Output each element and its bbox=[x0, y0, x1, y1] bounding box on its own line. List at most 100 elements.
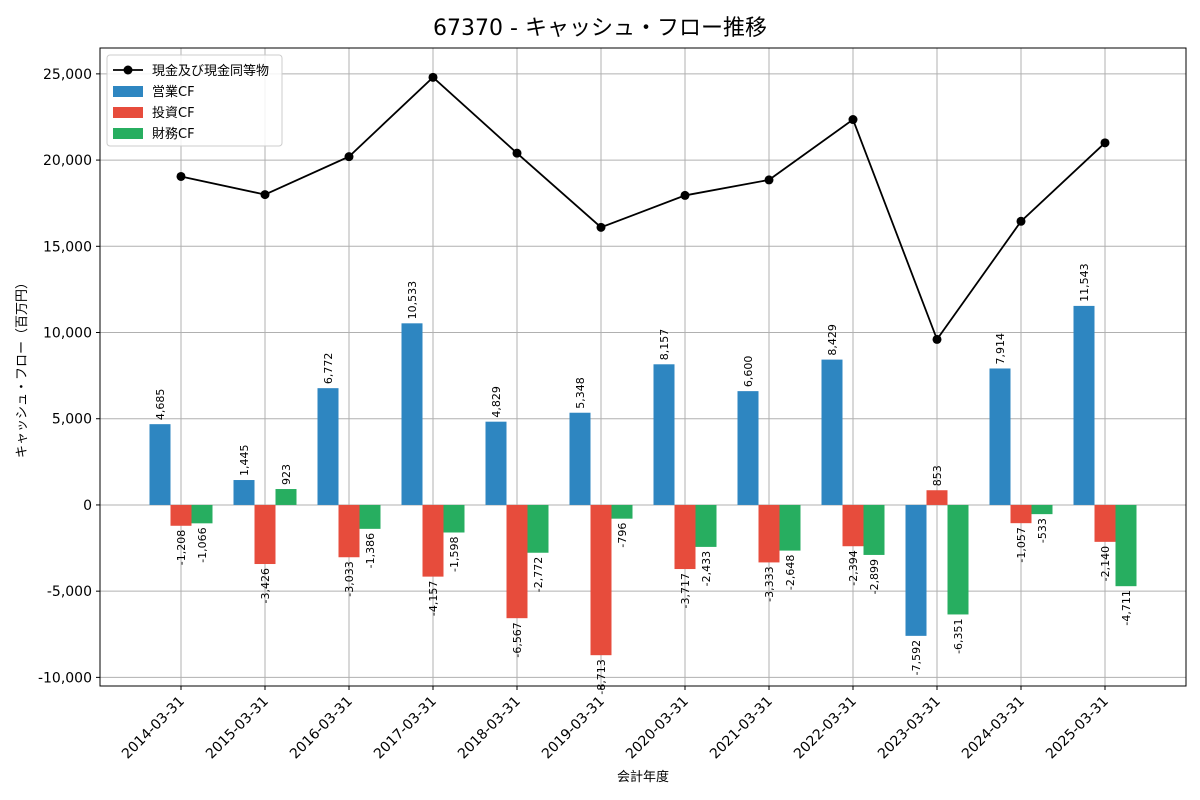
y-tick-label: -10,000 bbox=[38, 670, 92, 686]
bar-value-label: -4,711 bbox=[1120, 590, 1133, 625]
bar-value-label: -1,598 bbox=[448, 537, 461, 572]
bar-営業CF bbox=[653, 364, 675, 505]
bar-value-label: 8,429 bbox=[826, 324, 839, 356]
bar-営業CF bbox=[1073, 305, 1095, 505]
bar-value-label: 1,445 bbox=[238, 445, 251, 477]
y-tick-label: 0 bbox=[83, 498, 92, 514]
x-tick-label: 2023-03-31 bbox=[875, 694, 944, 763]
y-tick-label: -5,000 bbox=[47, 584, 92, 600]
x-tick-label: 2019-03-31 bbox=[539, 694, 608, 763]
bar-labels: 4,685 1,445 6,772 10,533 4,829 5,348 8,157 6,60… bbox=[154, 263, 1133, 694]
y-tick-label: 10,000 bbox=[43, 326, 92, 342]
bar-value-label: -7,592 bbox=[910, 640, 923, 675]
bar-value-label: -4,157 bbox=[427, 581, 440, 616]
bar-営業CF bbox=[569, 412, 591, 505]
bar-value-label: 5,348 bbox=[574, 377, 587, 409]
bar-財務CF bbox=[359, 504, 381, 529]
plot-frame bbox=[99, 47, 1187, 687]
bar-value-label: -2,140 bbox=[1099, 546, 1112, 581]
line-point bbox=[344, 152, 354, 162]
bar-value-label: -533 bbox=[1036, 518, 1049, 543]
bars bbox=[149, 305, 1137, 656]
bar-投資CF bbox=[422, 504, 444, 577]
bar-投資CF bbox=[926, 490, 948, 505]
bar-投資CF bbox=[758, 504, 780, 563]
x-tick-label: 2015-03-31 bbox=[203, 694, 272, 763]
bar-財務CF bbox=[1115, 504, 1137, 587]
legend-swatch bbox=[113, 86, 143, 97]
legend-label: 財務CF bbox=[152, 127, 195, 142]
bar-営業CF bbox=[989, 368, 1011, 505]
bar-value-label: -2,899 bbox=[868, 559, 881, 594]
bar-投資CF bbox=[506, 504, 528, 619]
bar-営業CF bbox=[149, 424, 171, 505]
legend-swatch bbox=[113, 128, 143, 139]
bar-投資CF bbox=[674, 504, 696, 570]
legend-swatch bbox=[113, 107, 143, 118]
x-tick-label: 2025-03-31 bbox=[1043, 694, 1112, 763]
bar-財務CF bbox=[191, 504, 213, 524]
x-axis-title: 会計年度 bbox=[617, 769, 669, 785]
bar-value-label: -1,066 bbox=[196, 527, 209, 562]
bar-財務CF bbox=[695, 504, 717, 547]
line-point bbox=[1016, 216, 1026, 226]
bar-営業CF bbox=[485, 421, 507, 505]
bar-営業CF bbox=[737, 391, 759, 505]
bar-value-label: -1,386 bbox=[364, 533, 377, 568]
line-point bbox=[428, 72, 438, 82]
line-point bbox=[764, 175, 774, 185]
chart-title: 67370 - キャッシュ・フロー推移 bbox=[433, 16, 767, 41]
line-point bbox=[260, 190, 270, 200]
bar-value-label: 4,829 bbox=[490, 386, 503, 418]
bar-財務CF bbox=[527, 504, 549, 553]
bar-財務CF bbox=[443, 504, 465, 533]
bar-value-label: 6,600 bbox=[742, 356, 755, 388]
bar-投資CF bbox=[254, 504, 276, 565]
legend-label: 投資CF bbox=[152, 105, 195, 121]
bar-営業CF bbox=[821, 359, 843, 505]
bar-営業CF bbox=[905, 504, 927, 636]
line-point bbox=[848, 115, 858, 125]
x-tick-label: 2016-03-31 bbox=[287, 694, 356, 763]
x-tick-label: 2022-03-31 bbox=[791, 694, 860, 763]
y-axis-title: キャッシュ・フロー（百万円） bbox=[15, 276, 30, 458]
bar-value-label: -6,351 bbox=[952, 618, 965, 653]
bar-投資CF bbox=[842, 504, 864, 547]
bar-value-label: -3,426 bbox=[259, 568, 272, 603]
line-point bbox=[176, 171, 186, 181]
bar-value-label: 11,543 bbox=[1078, 263, 1091, 302]
bar-投資CF bbox=[1010, 504, 1032, 524]
bar-value-label: 6,772 bbox=[322, 353, 335, 385]
x-tick-label: 2018-03-31 bbox=[455, 694, 524, 763]
y-tick-label: 5,000 bbox=[52, 412, 92, 428]
y-tick-label: 25,000 bbox=[43, 67, 92, 83]
bar-value-label: -1,057 bbox=[1015, 527, 1028, 562]
bar-投資CF bbox=[170, 504, 192, 526]
line-point bbox=[932, 334, 942, 344]
bar-value-label: -2,394 bbox=[847, 550, 860, 585]
line-現金及び現金同等物 bbox=[180, 76, 1106, 342]
line-point bbox=[596, 222, 606, 232]
bar-value-label: -6,567 bbox=[511, 622, 524, 657]
bar-財務CF bbox=[1031, 504, 1053, 515]
bar-財務CF bbox=[611, 504, 633, 519]
bar-投資CF bbox=[1094, 504, 1116, 542]
legend-label: 営業CF bbox=[152, 84, 195, 100]
x-tick-label: 2014-03-31 bbox=[119, 694, 188, 763]
bar-営業CF bbox=[233, 480, 255, 505]
bar-value-label: 4,685 bbox=[154, 389, 167, 421]
x-tick-label: 2020-03-31 bbox=[623, 694, 692, 763]
bar-財務CF bbox=[947, 504, 969, 615]
bar-value-label: -2,772 bbox=[532, 557, 545, 592]
bar-value-label: -2,648 bbox=[784, 555, 797, 590]
bar-value-label: -1,208 bbox=[175, 530, 188, 565]
bar-営業CF bbox=[401, 323, 423, 505]
y-tick-label: 15,000 bbox=[43, 239, 92, 255]
bar-value-label: 923 bbox=[280, 464, 293, 485]
bar-value-label: 7,914 bbox=[994, 333, 1007, 365]
x-tick-label: 2017-03-31 bbox=[371, 694, 440, 763]
legend-marker bbox=[123, 65, 133, 75]
y-tick-label: 20,000 bbox=[43, 153, 92, 169]
